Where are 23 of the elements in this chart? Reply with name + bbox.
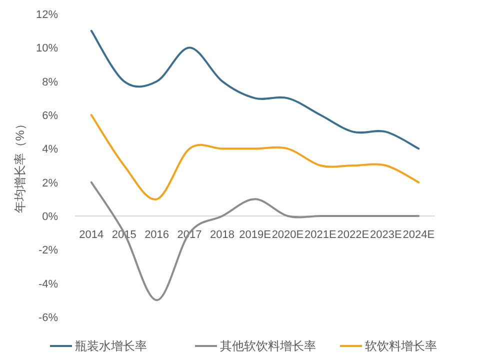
y-tick-label: 4% — [42, 144, 58, 156]
y-tick-label: -6% — [38, 312, 58, 324]
x-tick-label: 2023E — [370, 229, 402, 241]
x-tick-label: 2016 — [144, 229, 170, 241]
y-tick-label: 12% — [36, 9, 58, 21]
y-tick-label: 10% — [36, 42, 58, 55]
y-tick-label: -4% — [38, 278, 58, 290]
x-tick-label: 2020E — [272, 229, 304, 241]
x-tick-label: 2019E — [239, 229, 271, 241]
y-axis-title: 年均增长率（%） — [13, 118, 27, 213]
y-tick-label: -2% — [38, 244, 58, 257]
legend-label: 瓶装水增长率 — [75, 339, 147, 353]
y-tick-label: 8% — [42, 76, 58, 88]
x-tick-label: 2021E — [304, 229, 336, 241]
legend-label: 软饮料增长率 — [365, 339, 437, 353]
y-tick-label: 6% — [42, 110, 58, 122]
x-tick-label: 2014 — [79, 229, 104, 241]
legend-label: 其他软饮料增长率 — [220, 339, 316, 353]
x-tick-label: 2022E — [337, 229, 370, 241]
x-tick-label: 2024E — [402, 229, 435, 241]
x-tick-label: 2018 — [210, 229, 235, 241]
y-tick-label: 2% — [42, 177, 58, 190]
y-tick-label: 0% — [42, 211, 58, 223]
